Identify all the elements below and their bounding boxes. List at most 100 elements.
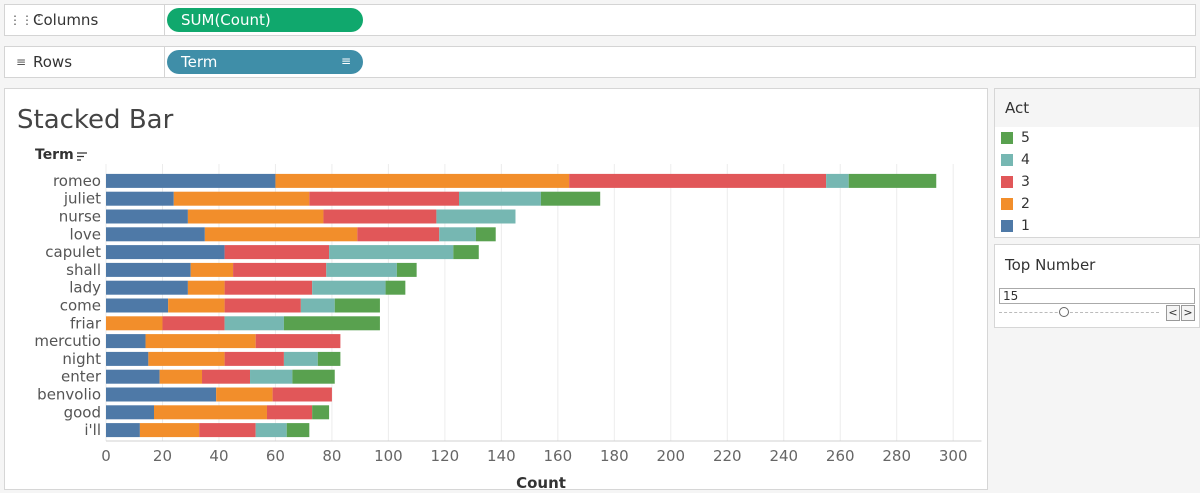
- rows-shelf: ≡ Rows Term ≡: [4, 46, 1196, 78]
- bar-segment-friar-act-3: [162, 316, 225, 331]
- bar-segment-good-act-2: [154, 405, 267, 420]
- rows-shelf-label: ≡ Rows: [5, 47, 165, 77]
- x-tick-label: 0: [101, 447, 111, 465]
- slider-thumb[interactable]: [1059, 307, 1069, 317]
- legend-title: Act: [1005, 99, 1030, 117]
- decrement-button[interactable]: <: [1166, 305, 1180, 321]
- bar-segment-capulet-act-1: [106, 245, 225, 260]
- bar-segment-juliet-act-1: [106, 191, 174, 206]
- bar-segment-romeo-act-5: [848, 173, 937, 188]
- legend-panel: Act 5 4 3 2 1: [994, 88, 1200, 238]
- sum-count-pill[interactable]: SUM(Count): [167, 8, 363, 32]
- columns-shelf-label: ⋮⋮⋮ Columns: [5, 5, 165, 35]
- category-label: capulet: [45, 243, 101, 261]
- legend-label: 2: [1021, 196, 1030, 212]
- category-label: come: [60, 297, 101, 315]
- sort-indicator-icon: [77, 152, 87, 161]
- rows-label: Rows: [33, 53, 73, 71]
- bar-segment-night-act-1: [106, 351, 149, 366]
- bar-segment-night-act-2: [148, 351, 225, 366]
- legend-item-act-4[interactable]: 4: [1001, 151, 1030, 169]
- top-number-slider[interactable]: [999, 312, 1159, 315]
- category-label: juliet: [63, 190, 101, 208]
- bar-segment-mercutio-act-3: [255, 334, 341, 349]
- bar-segment-mercutio-act-1: [106, 334, 146, 349]
- bar-segment-night-act-3: [224, 351, 284, 366]
- stacked-bar-chart: 0 20 40 60 80 100 120 140 160 180 200 220 240 260 280 3…: [34, 147, 982, 492]
- bar-segment-friar-act-5: [283, 316, 380, 331]
- legend-label: 5: [1021, 130, 1030, 146]
- bar-segment-night-act-4: [283, 351, 318, 366]
- sum-count-pill-label: SUM(Count): [181, 11, 271, 29]
- legend-label: 1: [1021, 218, 1030, 234]
- bar-segment-benvolio-act-3: [272, 387, 332, 402]
- x-tick-label: 20: [153, 447, 172, 465]
- bar-segment-good-act-5: [312, 405, 330, 420]
- bar-segment-come-act-3: [224, 298, 301, 313]
- bar-segment-i'll-act-4: [255, 423, 287, 438]
- sort-icon[interactable]: ≡: [340, 54, 351, 68]
- legend-header: Act: [995, 89, 1199, 127]
- x-tick-label: 80: [322, 447, 341, 465]
- x-tick-label: 40: [209, 447, 228, 465]
- bar-segment-love-act-5: [475, 227, 496, 242]
- top-number-input[interactable]: 15: [999, 288, 1195, 304]
- category-label: mercutio: [34, 332, 101, 350]
- bar-segment-shall-act-1: [106, 262, 191, 277]
- bar-segment-juliet-act-3: [309, 191, 459, 206]
- bar-segment-enter-act-2: [159, 369, 203, 384]
- bar-segment-juliet-act-5: [540, 191, 601, 206]
- bar-segment-mercutio-act-2: [145, 334, 256, 349]
- x-tick-label: 200: [656, 447, 685, 465]
- bar-segment-romeo-act-4: [826, 173, 849, 188]
- chart-panel: Stacked Bar 0 20 40 60 80 100 120 140 160 180 200 2…: [4, 88, 988, 492]
- bar-segment-come-act-2: [168, 298, 225, 313]
- rows-icon: ≡: [15, 55, 27, 69]
- bar-segment-come-act-5: [334, 298, 380, 313]
- y-axis-title: Term: [35, 147, 74, 163]
- x-tick-label: 220: [713, 447, 742, 465]
- category-label: lady: [69, 279, 101, 297]
- category-label: enter: [61, 368, 102, 386]
- bar-segment-love-act-1: [106, 227, 205, 242]
- category-label: shall: [66, 261, 101, 279]
- bar-segment-i'll-act-5: [286, 423, 310, 438]
- bar-segment-night-act-5: [317, 351, 341, 366]
- bar-segment-enter-act-5: [292, 369, 335, 384]
- columns-shelf: ⋮⋮⋮ Columns SUM(Count): [4, 4, 1196, 36]
- category-label: friar: [70, 314, 102, 332]
- legend-swatch: [1001, 198, 1013, 210]
- bar-segment-i'll-act-3: [199, 423, 256, 438]
- legend-item-act-2[interactable]: 2: [1001, 195, 1030, 213]
- legend-item-act-3[interactable]: 3: [1001, 173, 1030, 191]
- bar-segment-romeo-act-2: [275, 173, 570, 188]
- increment-button[interactable]: >: [1181, 305, 1195, 321]
- bar-segment-nurse-act-4: [436, 209, 516, 224]
- bar-segment-capulet-act-3: [224, 245, 330, 260]
- bar-segment-juliet-act-4: [459, 191, 541, 206]
- bar-segment-shall-act-3: [233, 262, 327, 277]
- bar-segment-love-act-4: [439, 227, 476, 242]
- x-tick-label: 100: [374, 447, 403, 465]
- term-pill[interactable]: Term ≡: [167, 50, 363, 74]
- bar-segment-lady-act-4: [312, 280, 386, 295]
- x-tick-label: 180: [600, 447, 629, 465]
- legend-item-act-1[interactable]: 1: [1001, 217, 1030, 235]
- bar-segment-good-act-1: [106, 405, 155, 420]
- legend-item-act-5[interactable]: 5: [1001, 129, 1030, 147]
- legend-swatch: [1001, 176, 1013, 188]
- bar-segment-shall-act-2: [190, 262, 234, 277]
- legend-swatch: [1001, 154, 1013, 166]
- columns-icon: ⋮⋮⋮: [9, 13, 45, 27]
- x-tick-label: 260: [826, 447, 855, 465]
- chart-title: Stacked Bar: [17, 105, 174, 135]
- category-label: good: [64, 403, 101, 421]
- x-tick-label: 120: [431, 447, 460, 465]
- term-pill-label: Term: [181, 53, 218, 71]
- bar-segment-good-act-3: [266, 405, 313, 420]
- top-number-parameter: Top Number 15 < >: [994, 244, 1200, 328]
- bar-segment-nurse-act-3: [323, 209, 437, 224]
- bar-segment-friar-act-4: [224, 316, 284, 331]
- bar-segment-romeo-act-1: [106, 173, 276, 188]
- legend-swatch: [1001, 220, 1013, 232]
